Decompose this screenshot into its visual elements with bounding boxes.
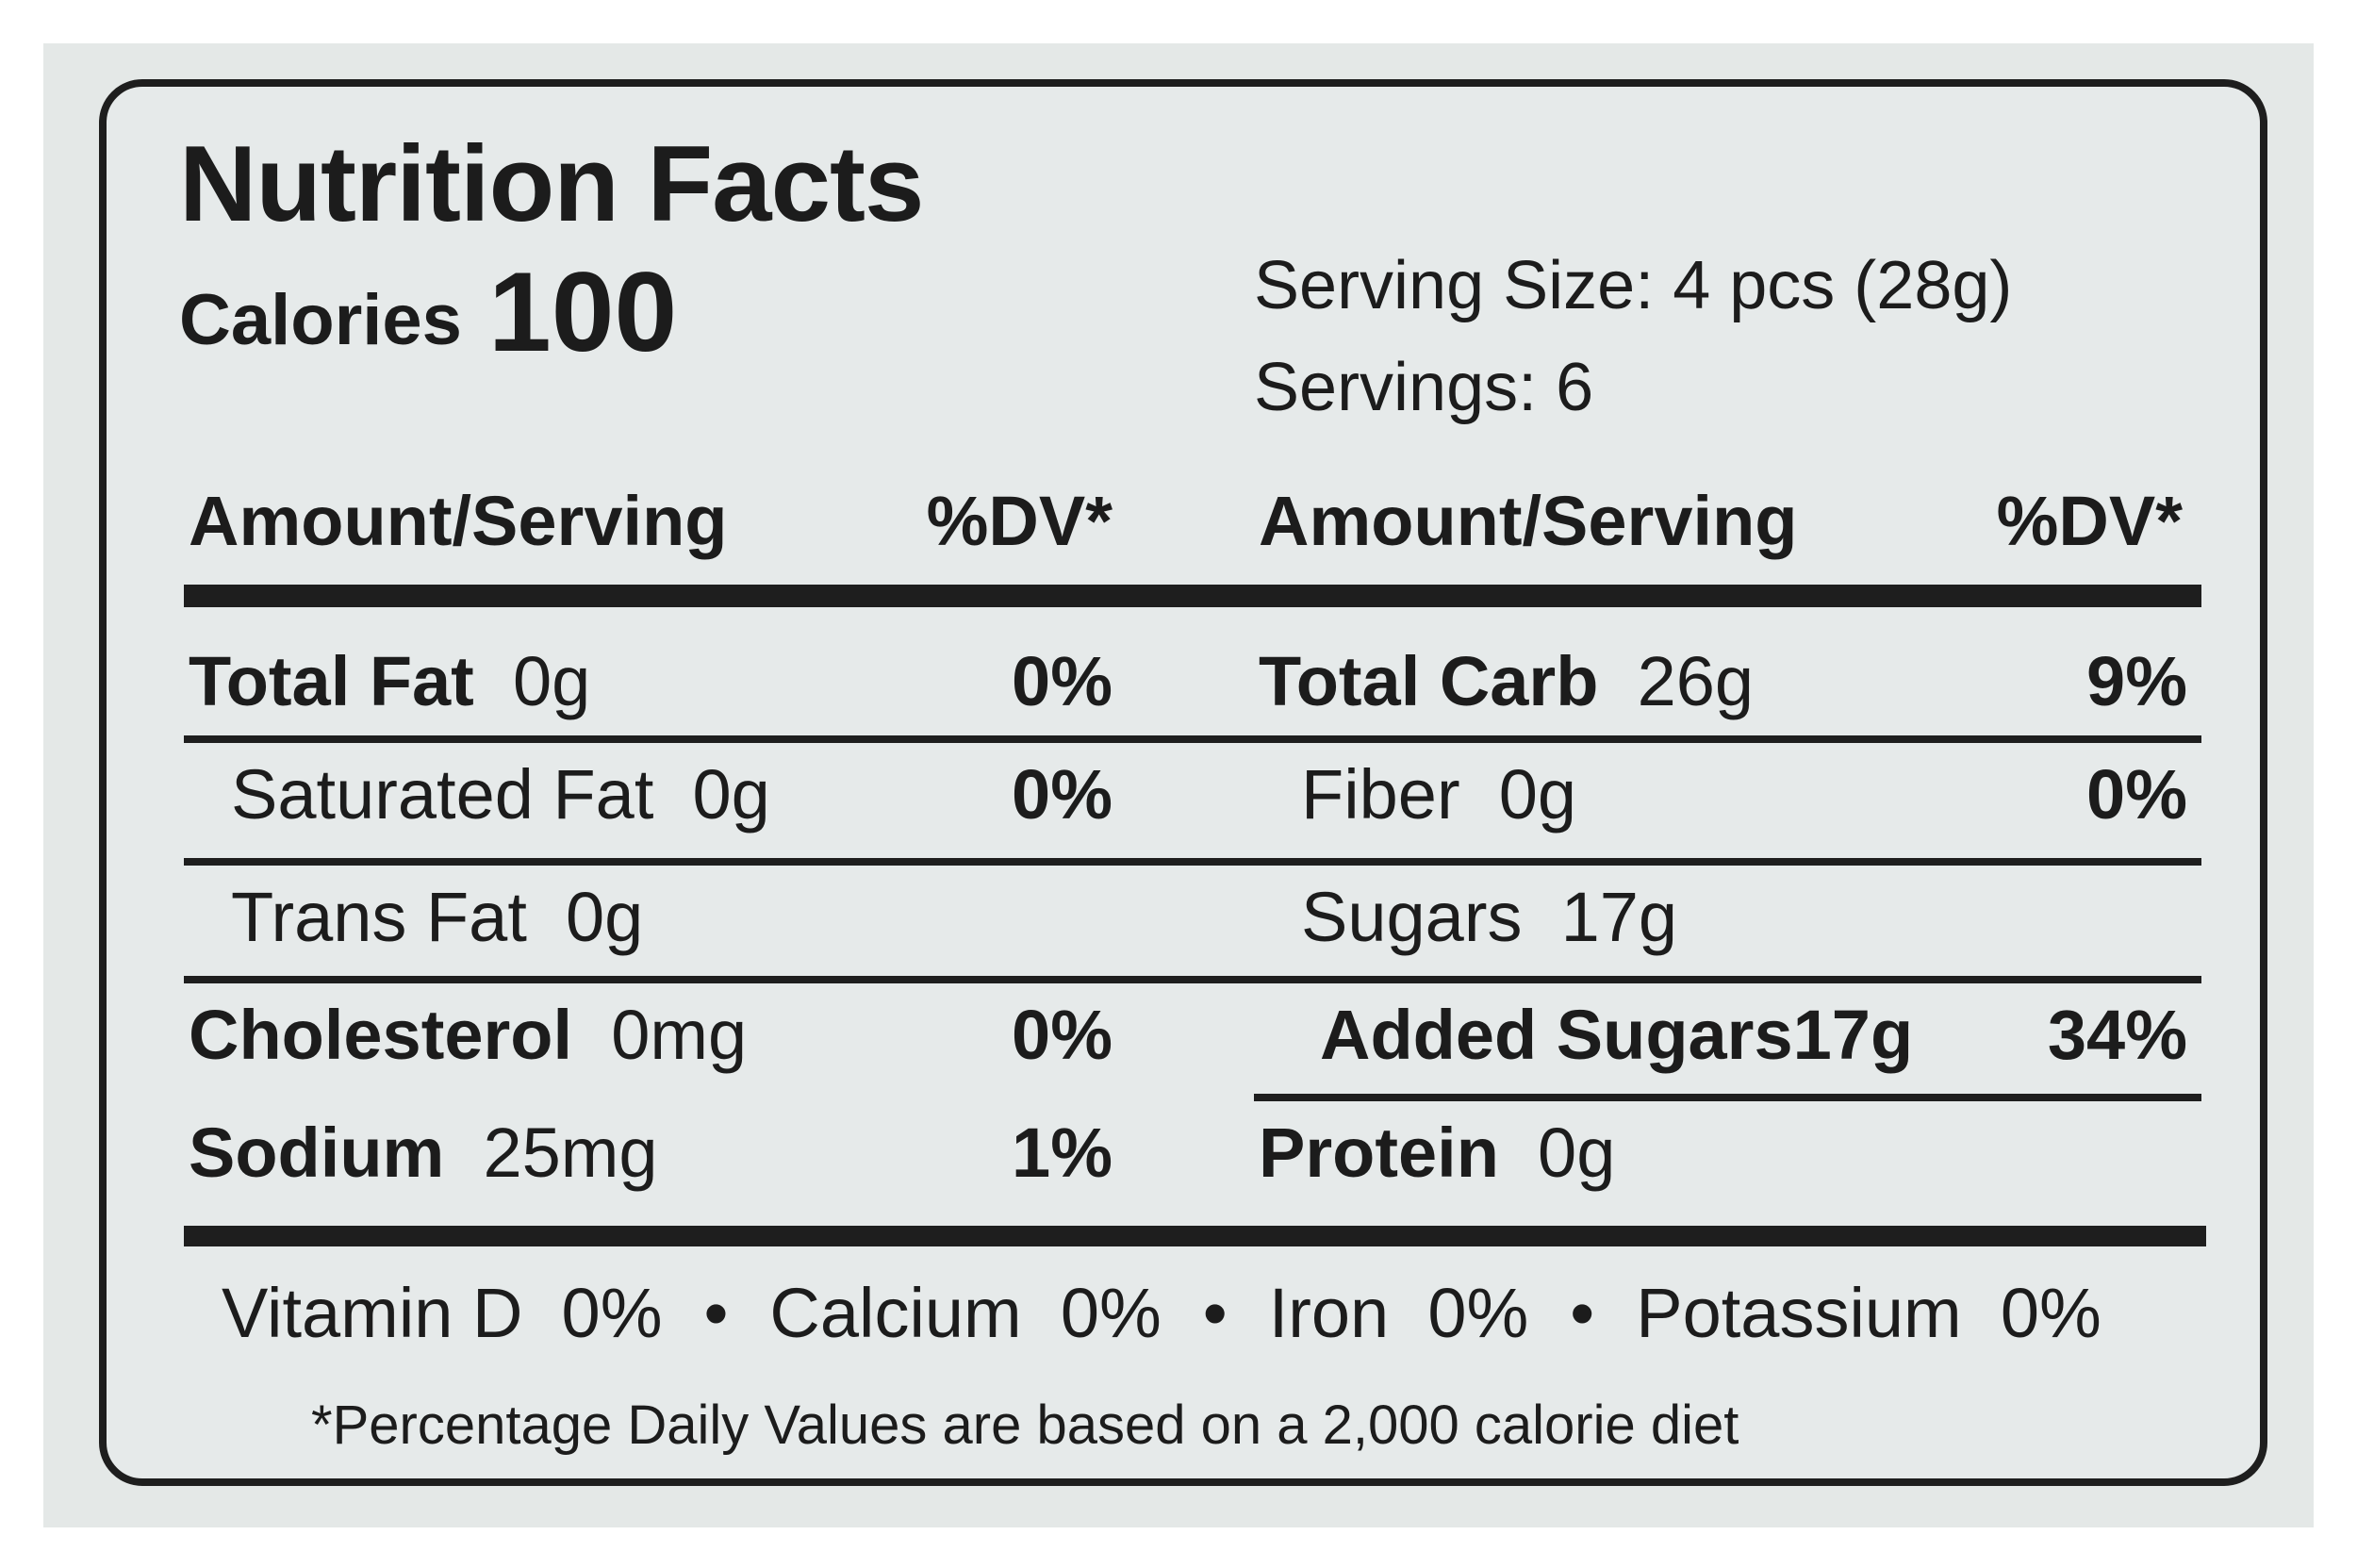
nutrient-row: Trans Fat 0g <box>231 877 643 957</box>
nutrient-row: Total Fat 0g <box>189 641 590 721</box>
vitamin-name: Vitamin D <box>222 1274 523 1352</box>
nutrient-name: Fiber <box>1301 755 1460 834</box>
vitamins-thick-rule <box>184 1226 2206 1246</box>
nutrient-amount: 26g <box>1637 642 1755 720</box>
nutrient-name: Sodium <box>189 1114 445 1192</box>
vitamin-dv: 0% <box>1427 1274 1529 1352</box>
right-header-dv: %DV* <box>1996 482 2183 560</box>
nutrient-amount: 0g <box>512 642 591 720</box>
nutrient-dv: 0% <box>2086 755 2187 834</box>
nutrient-dv: 1% <box>1012 1114 1113 1192</box>
nutrient-row: Sugars 17g <box>1301 877 1677 957</box>
bullet-separator: • <box>703 1274 729 1352</box>
right-header-amount: Amount/Serving <box>1259 482 1798 560</box>
bullet-separator: • <box>1202 1274 1228 1352</box>
nutrient-amount: 0g <box>692 755 770 834</box>
nutrient-row: Total Carb 26g <box>1259 641 1754 721</box>
nutrient-amount: 17g <box>1560 878 1678 956</box>
nutrient-amount: 25mg <box>483 1114 658 1192</box>
nutrient-amount: 17g <box>1792 996 1914 1074</box>
label-title: Nutrition Facts <box>179 124 924 244</box>
vitamins-line: Vitamin D 0% • Calcium 0% • Iron 0% • Potassiu… <box>222 1273 2102 1353</box>
row-divider <box>184 976 2201 983</box>
nutrient-name: Total Carb <box>1259 642 1599 720</box>
nutrient-name: Protein <box>1259 1114 1499 1192</box>
vitamin-name: Iron <box>1268 1274 1390 1352</box>
nutrient-amount: 0mg <box>611 996 748 1074</box>
row-divider <box>184 735 2201 743</box>
left-header-amount: Amount/Serving <box>189 482 728 560</box>
nutrient-name: Trans Fat <box>231 878 527 956</box>
nutrient-row: Sodium 25mg <box>189 1113 658 1193</box>
serving-size: Serving Size: 4 pcs (28g) <box>1254 248 2013 323</box>
vitamin-dv: 0% <box>2000 1274 2102 1352</box>
nutrient-dv: 34% <box>2047 996 2187 1074</box>
nutrient-name: Cholesterol <box>189 996 573 1074</box>
nutrient-row: Cholesterol 0mg <box>189 995 747 1075</box>
nutrient-dv: 0% <box>1012 755 1113 834</box>
nutrient-row: Fiber 0g <box>1301 754 1576 834</box>
nutrient-dv: 9% <box>2086 642 2187 720</box>
left-header-dv: %DV* <box>926 482 1113 560</box>
nutrient-name: Total Fat <box>189 642 474 720</box>
calories-label: Calories <box>179 280 462 360</box>
nutrient-amount: 0g <box>1498 755 1577 834</box>
vitamin-name: Potassium <box>1636 1274 1962 1352</box>
calories-value: 100 <box>488 249 678 375</box>
vitamin-dv: 0% <box>1060 1274 1162 1352</box>
nutrient-row: Protein 0g <box>1259 1113 1615 1193</box>
row-divider <box>184 858 2201 866</box>
dv-footnote: *Percentage Daily Values are based on a … <box>311 1395 1739 1456</box>
servings-count: Servings: 6 <box>1254 350 1594 425</box>
bullet-separator: • <box>1570 1274 1595 1352</box>
header-thick-rule <box>184 585 2201 607</box>
nutrient-amount: 0g <box>566 878 644 956</box>
nutrient-name: Saturated Fat <box>231 755 654 834</box>
nutrient-dv: 0% <box>1012 642 1113 720</box>
nutrient-dv: 0% <box>1012 996 1113 1074</box>
nutrient-name: Added Sugars <box>1320 996 1793 1074</box>
nutrient-name: Sugars <box>1301 878 1523 956</box>
vitamin-name: Calcium <box>769 1274 1022 1352</box>
nutrient-row: Saturated Fat 0g <box>231 754 770 834</box>
vitamin-dv: 0% <box>561 1274 663 1352</box>
nutrition-label-panel <box>99 79 2267 1486</box>
row-divider <box>1254 1094 2201 1101</box>
nutrient-amount: 0g <box>1538 1114 1616 1192</box>
nutrient-row: Added Sugars17g <box>1320 995 1913 1075</box>
